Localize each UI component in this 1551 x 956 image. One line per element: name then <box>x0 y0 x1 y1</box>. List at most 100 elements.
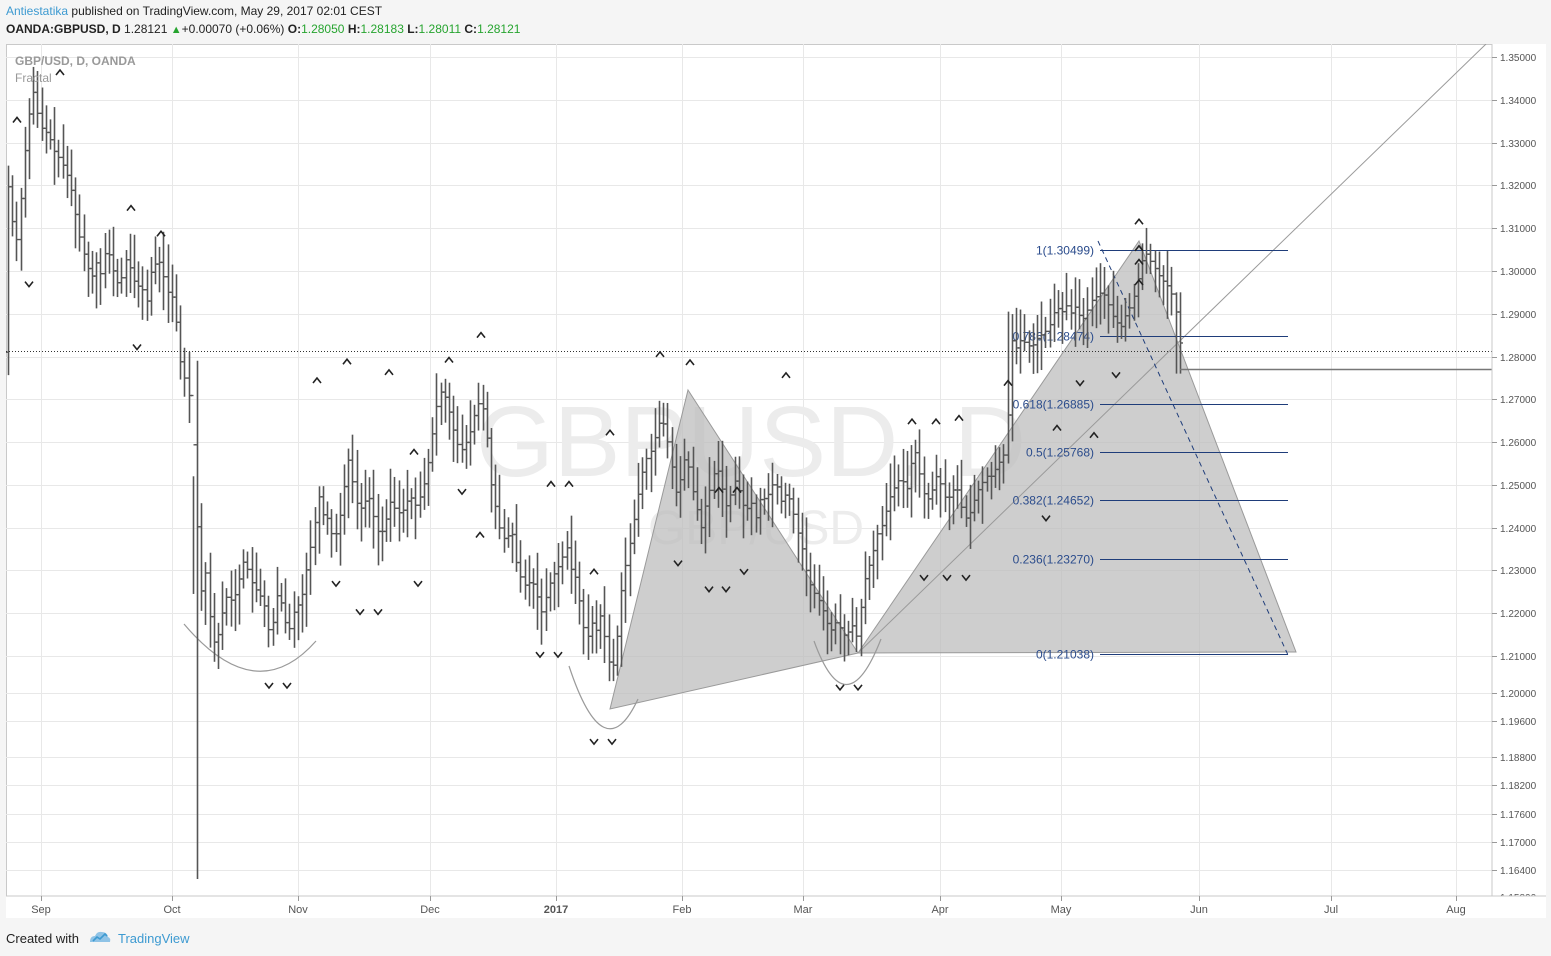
price-tick-label: 1.31000 <box>1500 224 1537 235</box>
time-axis[interactable]: Sep Oct Nov Dec 2017 Feb Mar Apr May Jun Jul Aug <box>6 895 1546 918</box>
fractal-down-icon <box>704 586 714 593</box>
fractal-down-icon <box>1111 371 1121 379</box>
fractal-down-icon <box>355 608 365 616</box>
fractal-up-icon <box>732 486 742 494</box>
chart-frame <box>6 44 1546 918</box>
fractal-down-icon <box>24 281 34 288</box>
fractal-up-icon <box>954 414 964 422</box>
fractal-up-icon <box>546 480 556 488</box>
fractal-up-icon <box>476 331 486 339</box>
created-with-label: Created with <box>6 931 79 946</box>
time-tick-label: Dec <box>420 904 440 916</box>
fractal-up-icon <box>444 356 454 363</box>
time-tick-label: Feb <box>673 904 692 916</box>
trend-line[interactable] <box>857 44 1487 654</box>
time-tick-label: Apr <box>931 904 948 916</box>
price-axis[interactable]: 1.35000 1.34000 1.33000 1.32000 1.31000 1.300… <box>1491 44 1546 904</box>
fractal-up-icon <box>55 68 65 76</box>
low-label: L: <box>407 22 419 36</box>
low-value: 1.28011 <box>418 22 462 36</box>
legend-title: GBP/USD, D, OANDA <box>15 54 136 68</box>
price-tick-label: 1.29000 <box>1500 310 1537 321</box>
publish-line: Antiestatika published on TradingView.co… <box>6 4 382 18</box>
fractal-up-icon <box>714 486 724 494</box>
fib-level-label: 1(1.30499) <box>1036 244 1094 258</box>
fractal-up-icon <box>605 428 615 436</box>
ohlc-bars <box>6 66 1183 879</box>
fractal-down-icon <box>282 682 292 690</box>
author-link[interactable]: Antiestatika <box>6 4 69 18</box>
fractal-down-icon <box>919 574 929 582</box>
price-tick-label: 1.28000 <box>1500 353 1537 364</box>
fib-level-label: 0(1.21038) <box>1036 648 1094 662</box>
high-value: 1.28183 <box>360 22 404 36</box>
fractal-up-icon <box>1134 258 1144 266</box>
fractal-down-icon <box>942 574 952 582</box>
price-tick-label: 1.32000 <box>1500 181 1537 192</box>
price-tick-label: 1.27000 <box>1500 395 1537 406</box>
fractal-up-icon <box>312 376 322 384</box>
rounded-bottom-arc-2[interactable] <box>568 665 639 730</box>
price-chart[interactable]: GBPUSD, D GBP/USD 1(1.30499)0.786(1.2847… <box>6 44 1546 918</box>
tradingview-brand-link[interactable]: TradingView <box>118 931 190 946</box>
fractal-up-icon <box>409 448 419 455</box>
price-tick-label: 1.17000 <box>1500 838 1537 849</box>
fractal-down-icon <box>961 574 971 582</box>
price-tick-label: 1.30000 <box>1500 267 1537 278</box>
fractal-down-icon <box>589 738 599 746</box>
fractal-down-icon <box>535 651 545 659</box>
fractal-down-icon <box>721 586 731 593</box>
price-lines: 1.281211.27706 <box>6 344 1544 377</box>
fractal-up-icon <box>655 350 665 358</box>
time-tick-label: Jun <box>1190 904 1208 916</box>
time-tick-label: Jul <box>1324 904 1338 916</box>
fractal-up-icon <box>126 204 136 212</box>
legend-indicator: Fractal <box>15 71 52 85</box>
time-tick-label: May <box>1051 904 1072 916</box>
fractal-markers <box>12 68 1144 907</box>
fractal-up-icon <box>564 480 574 488</box>
time-tick-label: Sep <box>31 904 51 916</box>
high-label: H: <box>347 22 361 36</box>
pattern-triangle-bcd[interactable] <box>857 239 1297 654</box>
fractal-down-icon <box>457 488 467 496</box>
price-tick-label: 1.19600 <box>1500 717 1537 728</box>
fractal-up-icon <box>475 531 485 538</box>
fractal-up-icon <box>781 371 791 379</box>
open-value: 1.28050 <box>301 22 345 36</box>
fractal-up-icon <box>1134 244 1144 252</box>
time-tick-label: Nov <box>288 904 308 916</box>
rounded-bottom-arc-3[interactable] <box>813 638 882 685</box>
fractal-down-icon <box>673 560 683 567</box>
footer: Created with TradingView <box>0 918 1551 956</box>
fractal-up-icon <box>931 417 941 425</box>
price-tick-label: 1.24000 <box>1500 524 1537 535</box>
price-axis-bg <box>1492 44 1546 896</box>
fractal-down-icon <box>607 738 617 746</box>
fib-retracement[interactable]: 1(1.30499)0.786(1.28474)0.618(1.26885)0.… <box>1013 244 1288 662</box>
fractal-up-icon <box>342 357 352 365</box>
tradingview-logo-icon[interactable] <box>88 929 112 945</box>
fractal-down-icon <box>853 684 863 692</box>
fractal-up-icon <box>1003 379 1013 387</box>
chart-grid <box>6 44 1492 896</box>
fib-level-label: 0.382(1.24652) <box>1013 494 1094 508</box>
price-tick-label: 1.23000 <box>1500 566 1537 577</box>
price-tick-label: 1.35000 <box>1500 53 1537 64</box>
price-tick-label: 1.21000 <box>1500 652 1537 663</box>
price-tick-label: 1.34000 <box>1500 96 1537 107</box>
price-tick-label: 1.20000 <box>1500 689 1537 700</box>
fractal-down-icon <box>413 580 423 588</box>
time-axis-bg <box>6 896 1546 918</box>
price-tick-label: 1.17600 <box>1500 810 1537 821</box>
publish-info: published on TradingView.com, May 29, 20… <box>71 4 383 18</box>
rounded-bottom-arc-1[interactable] <box>183 623 317 672</box>
fractal-down-icon <box>132 344 142 351</box>
price-tick-label: 1.16400 <box>1500 866 1537 877</box>
fractal-up-icon <box>1134 218 1144 225</box>
last-price: 1.28121 <box>124 22 168 36</box>
price-tick-label: 1.26000 <box>1500 438 1537 449</box>
fractal-down-icon <box>1075 379 1085 387</box>
fib-level-label: 0.236(1.23270) <box>1013 553 1094 567</box>
time-tick-label: 2017 <box>544 904 568 916</box>
